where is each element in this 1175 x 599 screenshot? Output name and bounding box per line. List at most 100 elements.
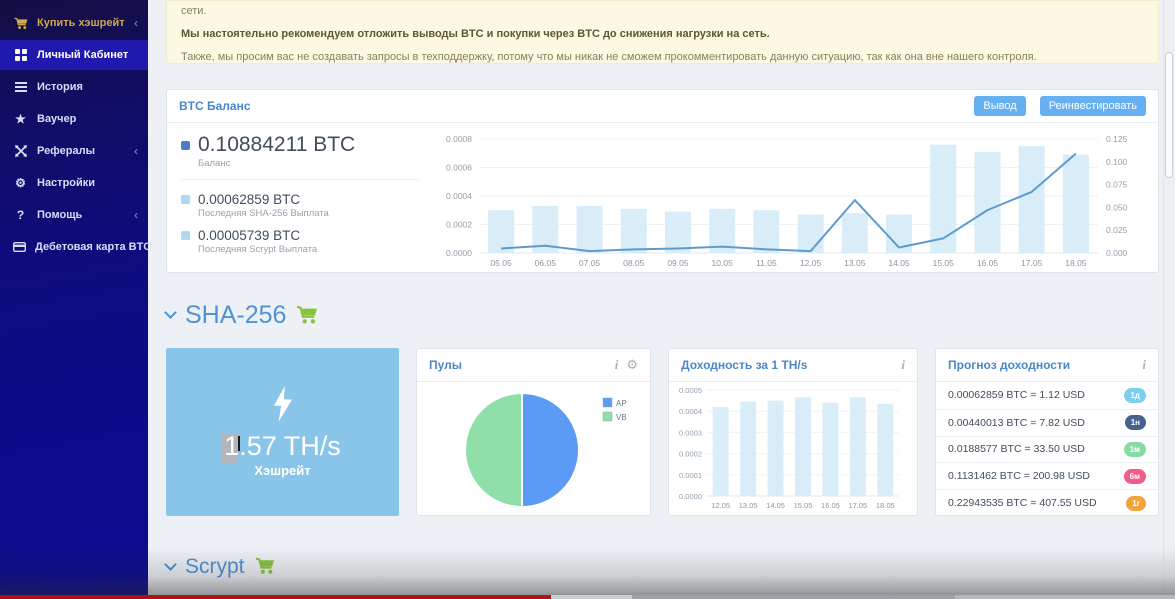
gear-icon[interactable]: ⚙ — [626, 357, 638, 372]
forecast-row: 0.22943535 BTC = 407.55 USD 1г — [936, 489, 1158, 516]
credit-card-icon — [13, 242, 26, 252]
svg-text:0.075: 0.075 — [1106, 180, 1128, 190]
pools-pie-chart: AP VB — [417, 382, 650, 520]
svg-text:06.05: 06.05 — [535, 258, 557, 268]
period-badge: 1н — [1124, 415, 1146, 431]
svg-text:0.0003: 0.0003 — [679, 428, 702, 437]
sidebar-item-dashboard[interactable]: Личный Кабинет — [0, 40, 148, 70]
svg-text:18.05: 18.05 — [1065, 258, 1087, 268]
balance-stat: 0.10884211 BTC Баланс — [181, 133, 433, 169]
svg-text:16.05: 16.05 — [821, 501, 840, 510]
buy-cart-icon[interactable] — [296, 303, 318, 332]
balance-label: Баланс — [198, 158, 231, 169]
bullet-icon — [181, 231, 190, 240]
info-icon[interactable]: i — [1142, 357, 1146, 372]
reinvest-button[interactable]: Реинвестировать — [1039, 96, 1146, 116]
balance-value: 0.10884211 BTC — [198, 133, 356, 156]
main-content: сети. Мы настоятельно рекомендуем отложи… — [148, 0, 1163, 599]
forecast-text: 0.00440013 BTC = 7.82 USD — [948, 416, 1085, 429]
sidebar-item-label: Настройки — [37, 177, 96, 189]
hashrate-card: 1.57 TH/s Хэшрейт — [166, 348, 399, 516]
scrollbar-thumb[interactable] — [1165, 52, 1173, 178]
sidebar-item-label: История — [37, 81, 83, 93]
period-badge: 6м — [1123, 468, 1146, 484]
svg-text:13.05: 13.05 — [844, 258, 866, 268]
withdraw-button[interactable]: Вывод — [974, 96, 1026, 116]
svg-text:14.05: 14.05 — [888, 258, 910, 268]
list-icon — [13, 81, 28, 93]
sha256-section-header: SHA-256 — [164, 299, 1159, 332]
svg-text:14.05: 14.05 — [766, 501, 785, 510]
bullet-icon — [181, 195, 190, 204]
scrypt-section-header: Scrypt — [164, 553, 1159, 581]
svg-text:0.0000: 0.0000 — [679, 492, 702, 501]
forecast-panel: Прогноз доходности i 0.00062859 BTC = 1.… — [935, 348, 1159, 516]
svg-text:16.05: 16.05 — [977, 258, 999, 268]
forecast-text: 0.22943535 BTC = 407.55 USD — [948, 497, 1097, 510]
sidebar-item-debit-card[interactable]: Дебетовая карта BTC — [0, 232, 152, 262]
progress-segment — [955, 595, 1175, 599]
progress-segment — [632, 595, 955, 599]
payout-label: Последняя Scrypt Выплата — [198, 244, 318, 255]
cart-icon — [13, 17, 28, 30]
progress-segment — [551, 595, 632, 599]
chevron-left-icon: ‹ — [134, 144, 138, 158]
sidebar-item-label: Купить хэшрейт — [37, 17, 125, 29]
svg-text:0.0005: 0.0005 — [679, 386, 702, 395]
svg-text:08.05: 08.05 — [623, 258, 645, 268]
sidebar-item-settings[interactable]: ⚙ Настройки — [0, 168, 148, 198]
period-badge: 1г — [1126, 495, 1146, 511]
video-progress-bar[interactable] — [0, 595, 1175, 599]
sidebar-item-referrals[interactable]: Рефералы ‹ — [0, 136, 148, 166]
chevron-down-icon[interactable] — [164, 306, 177, 319]
svg-text:AP: AP — [616, 399, 627, 408]
warning-notice: сети. Мы настоятельно рекомендуем отложи… — [166, 0, 1159, 64]
forecast-text: 0.0188577 BTC = 33.50 USD — [948, 443, 1085, 456]
sidebar-item-buy-hashrate[interactable]: Купить хэшрейт ‹ — [0, 8, 148, 38]
svg-text:12.05: 12.05 — [711, 501, 730, 510]
divider — [181, 179, 419, 180]
svg-text:09.05: 09.05 — [667, 258, 689, 268]
svg-text:13.05: 13.05 — [739, 501, 758, 510]
info-icon[interactable]: i — [614, 357, 619, 372]
question-icon: ? — [16, 208, 25, 222]
sidebar-item-history[interactable]: История — [0, 72, 148, 102]
forecast-text: 0.00062859 BTC = 1.12 USD — [948, 389, 1085, 402]
svg-text:0.0000: 0.0000 — [446, 248, 472, 258]
forecast-row: 0.0188577 BTC = 33.50 USD 1м — [936, 435, 1158, 463]
svg-text:17.05: 17.05 — [848, 501, 867, 510]
period-badge: 1д — [1124, 387, 1146, 403]
panel-title: Прогноз доходности — [948, 358, 1071, 372]
forecast-row: 0.00440013 BTC = 7.82 USD 1н — [936, 408, 1158, 436]
svg-text:0.000: 0.000 — [1106, 248, 1128, 258]
chevron-left-icon: ‹ — [134, 16, 138, 30]
svg-text:0.125: 0.125 — [1106, 134, 1128, 144]
sidebar-item-label: Дебетовая карта BTC — [35, 241, 152, 253]
sidebar-item-label: Ваучер — [37, 113, 77, 125]
sidebar-item-help[interactable]: ? Помощь ‹ — [0, 200, 148, 230]
sidebar: Купить хэшрейт ‹ Личный Кабинет История … — [0, 0, 152, 599]
svg-text:12.05: 12.05 — [800, 258, 822, 268]
panel-title: Пулы — [429, 358, 463, 372]
chevron-down-icon[interactable] — [164, 557, 177, 571]
payout-value: 0.00062859 BTC — [198, 192, 301, 207]
section-title: SHA-256 — [185, 301, 287, 329]
svg-text:05.05: 05.05 — [490, 258, 512, 268]
scrollbar-track[interactable] — [1163, 0, 1175, 599]
grid-icon — [13, 49, 28, 61]
payout-value: 0.00005739 BTC — [198, 228, 301, 243]
forecast-rows: 0.00062859 BTC = 1.12 USD 1д 0.00440013 … — [936, 382, 1158, 516]
sidebar-item-voucher[interactable]: ★ Ваучер — [0, 104, 148, 134]
notice-line: сети. — [181, 5, 207, 17]
profitability-panel: Доходность за 1 TH/s i 0.0000 0.0001 0.000… — [668, 348, 918, 516]
hashrate-label: Хэшрейт — [254, 463, 311, 478]
buy-cart-icon[interactable] — [255, 557, 275, 581]
shuffle-icon — [13, 145, 28, 157]
lightning-icon — [271, 386, 295, 427]
svg-text:VB: VB — [616, 413, 627, 422]
forecast-row: 0.1131462 BTC = 200.98 USD 6м — [936, 462, 1158, 489]
info-icon[interactable]: i — [901, 357, 905, 372]
svg-text:0.0001: 0.0001 — [679, 471, 702, 480]
notice-line-bold: Мы настоятельно рекомендуем отложить выв… — [181, 27, 770, 40]
svg-text:0.050: 0.050 — [1106, 202, 1128, 212]
